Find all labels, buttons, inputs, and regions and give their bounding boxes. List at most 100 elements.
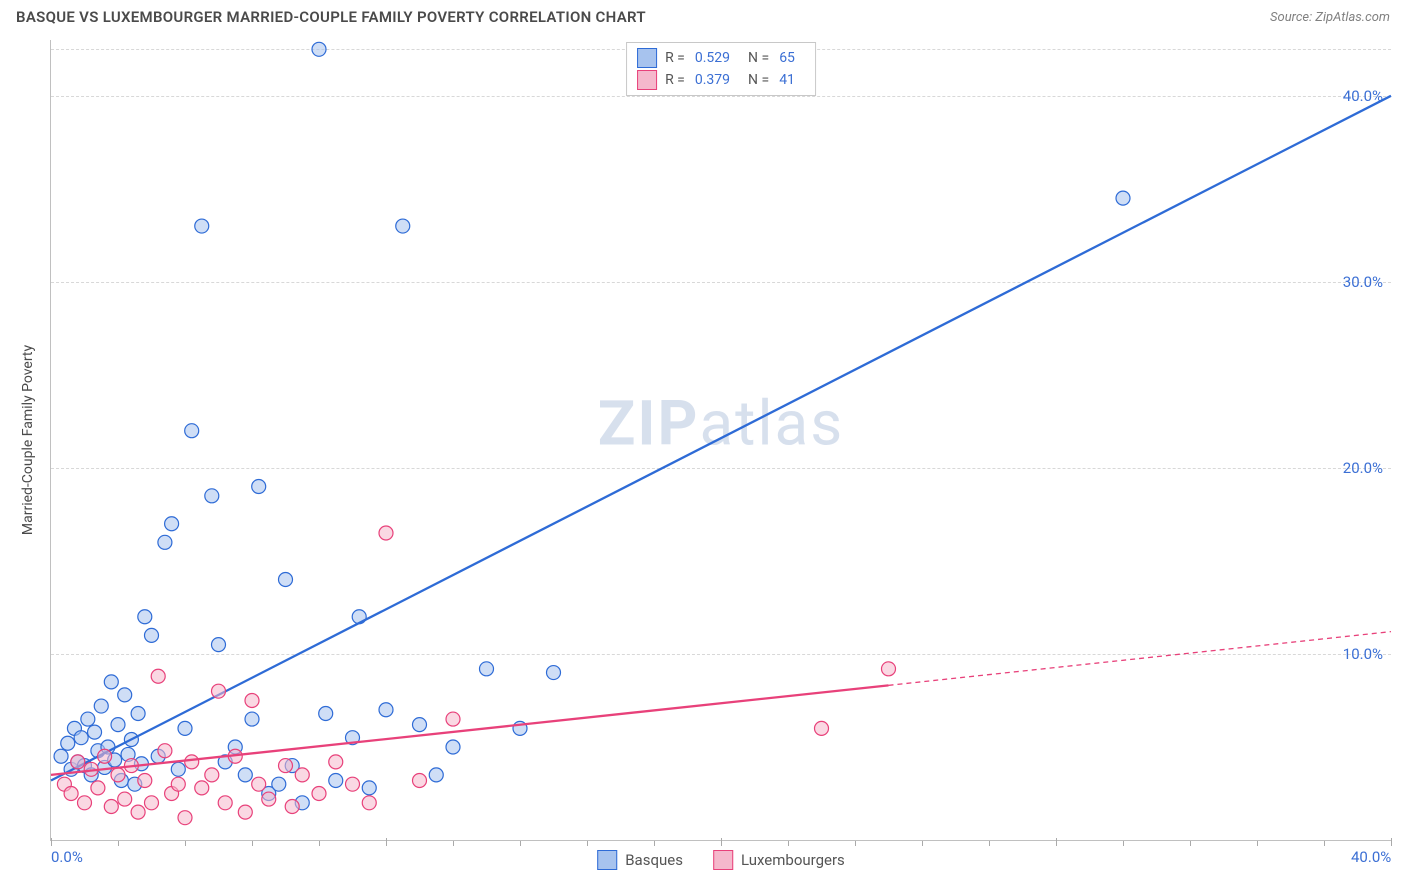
- correlation-legend: R = 0.529 N = 65 R = 0.379 N = 41: [626, 42, 816, 96]
- data-point: [131, 805, 145, 819]
- chart-title: BASQUE VS LUXEMBOURGER MARRIED-COUPLE FA…: [16, 8, 646, 26]
- x-tick: [453, 841, 454, 846]
- data-point: [272, 777, 286, 791]
- data-point: [195, 781, 209, 795]
- data-point: [205, 768, 219, 782]
- data-point: [379, 703, 393, 717]
- x-tick: [319, 841, 320, 846]
- data-point: [171, 762, 185, 776]
- data-point: [413, 718, 427, 732]
- legend-label-basques: Basques: [625, 851, 683, 869]
- data-point: [446, 712, 460, 726]
- legend-row-basques: R = 0.529 N = 65: [637, 47, 805, 69]
- data-point: [54, 749, 68, 763]
- data-point: [145, 628, 159, 642]
- data-point: [480, 662, 494, 676]
- data-point: [195, 219, 209, 233]
- data-point: [245, 693, 259, 707]
- legend-label-luxembourgers: Luxembourgers: [741, 851, 845, 869]
- data-point: [71, 755, 85, 769]
- swatch-basques-icon: [597, 850, 617, 870]
- data-point: [285, 800, 299, 814]
- data-point: [94, 699, 108, 713]
- data-point: [145, 796, 159, 810]
- data-point: [151, 669, 165, 683]
- r-label: R =: [665, 72, 685, 88]
- data-point: [81, 712, 95, 726]
- data-point: [279, 759, 293, 773]
- data-point: [396, 219, 410, 233]
- data-point: [882, 662, 896, 676]
- data-point: [205, 489, 219, 503]
- data-point: [158, 744, 172, 758]
- data-point: [171, 777, 185, 791]
- data-point: [815, 721, 829, 735]
- x-tick-label: 0.0%: [51, 848, 83, 866]
- data-point: [61, 736, 75, 750]
- n-value-basques: 65: [779, 50, 795, 66]
- x-tick: [1257, 841, 1258, 846]
- data-point: [547, 666, 561, 680]
- source-attribution: Source: ZipAtlas.com: [1270, 10, 1390, 25]
- data-point: [279, 573, 293, 587]
- data-point: [64, 786, 78, 800]
- x-tick: [1391, 838, 1392, 846]
- data-point: [158, 535, 172, 549]
- data-point: [185, 424, 199, 438]
- x-tick: [989, 841, 990, 846]
- data-point: [88, 725, 102, 739]
- data-point: [138, 610, 152, 624]
- data-point: [131, 706, 145, 720]
- trend-line-dashed: [889, 632, 1392, 686]
- x-tick: [1123, 841, 1124, 846]
- x-tick: [1324, 841, 1325, 846]
- data-point: [212, 684, 226, 698]
- n-label: N =: [748, 72, 769, 88]
- data-point: [252, 777, 266, 791]
- data-point: [329, 755, 343, 769]
- chart-plot-area: ZIPatlas R = 0.529 N = 65 R = 0.379 N = …: [50, 40, 1391, 841]
- series-legend: Basques Luxembourgers: [597, 850, 845, 870]
- data-point: [118, 792, 132, 806]
- data-point: [346, 777, 360, 791]
- x-tick: [788, 841, 789, 846]
- x-tick: [520, 841, 521, 846]
- x-tick: [855, 841, 856, 846]
- data-point: [212, 638, 226, 652]
- x-tick: [252, 841, 253, 846]
- n-value-luxembourgers: 41: [779, 72, 795, 88]
- data-point: [118, 688, 132, 702]
- x-tick: [118, 841, 119, 846]
- x-tick-label: 40.0%: [1351, 848, 1391, 866]
- legend-item-luxembourgers: Luxembourgers: [713, 850, 845, 870]
- data-point: [312, 42, 326, 56]
- data-point: [165, 517, 179, 531]
- data-point: [362, 796, 376, 810]
- data-point: [238, 805, 252, 819]
- data-point: [185, 755, 199, 769]
- legend-row-luxembourgers: R = 0.379 N = 41: [637, 69, 805, 91]
- data-point: [178, 811, 192, 825]
- data-point: [111, 718, 125, 732]
- data-point: [319, 706, 333, 720]
- data-point: [138, 773, 152, 787]
- data-point: [91, 781, 105, 795]
- x-tick: [1190, 841, 1191, 846]
- data-point: [262, 792, 276, 806]
- n-label: N =: [748, 50, 769, 66]
- x-tick: [654, 841, 655, 846]
- legend-item-basques: Basques: [597, 850, 683, 870]
- data-point: [446, 740, 460, 754]
- trend-line: [51, 96, 1391, 781]
- data-point: [178, 721, 192, 735]
- data-point: [74, 731, 88, 745]
- r-label: R =: [665, 50, 685, 66]
- data-point: [252, 480, 266, 494]
- swatch-luxembourgers: [637, 70, 657, 90]
- y-axis-title: Married-Couple Family Poverty: [20, 345, 36, 535]
- scatter-svg: [51, 40, 1391, 840]
- r-value-basques: 0.529: [695, 50, 730, 66]
- data-point: [329, 773, 343, 787]
- x-tick: [185, 841, 186, 846]
- x-tick: [587, 841, 588, 846]
